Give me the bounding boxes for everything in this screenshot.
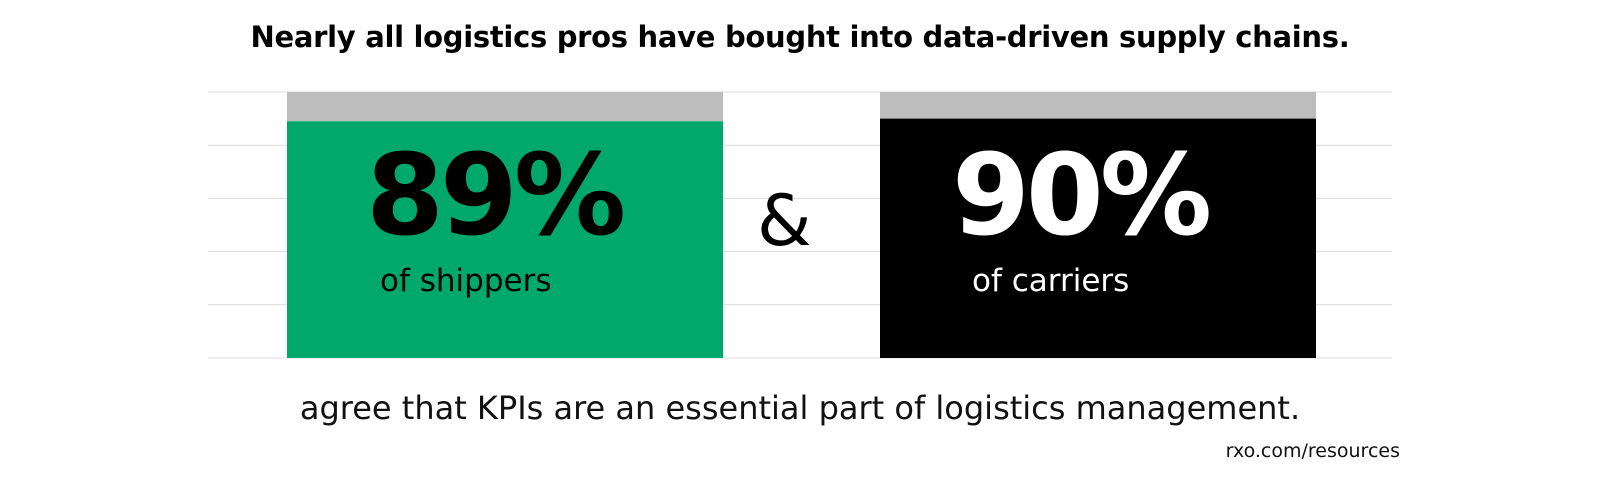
connector-symbol: &	[757, 180, 812, 262]
bar-remainder-1	[880, 92, 1316, 119]
chart-title: Nearly all logistics pros have bought in…	[250, 20, 1350, 54]
category-label-carriers: of carriers	[972, 263, 1130, 299]
caption: agree that KPIs are an essential part of…	[299, 389, 1301, 427]
bar-1	[880, 118, 1316, 358]
category-label-shippers: of shippers	[380, 263, 552, 299]
source-credit: rxo.com/resources	[1225, 440, 1400, 462]
bar-remainder-0	[287, 92, 723, 122]
value-label-shippers: 89%	[366, 131, 626, 261]
bar-0	[287, 121, 723, 358]
value-label-carriers: 90%	[952, 131, 1212, 261]
